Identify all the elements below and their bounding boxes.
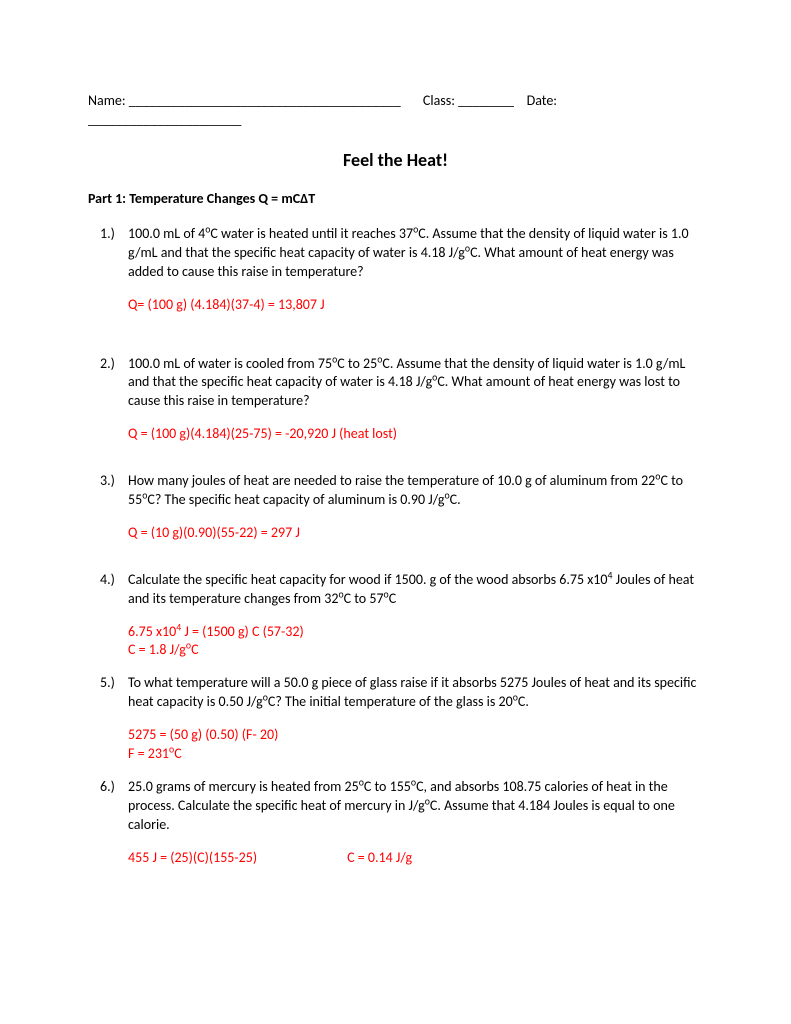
answer-line: Q= (100 g) (4.184)(37-4) = 13,807 J [128, 296, 703, 315]
answer-line: 5275 = (50 g) (0.50) (F- 20) [128, 726, 703, 745]
problem-number: 3.) [100, 472, 115, 491]
problems-list: 1.) 100.0 mL of 4oC water is heated unti… [88, 225, 703, 867]
answer-text: 455 J = (25)(C)(155-25)C = 0.14 J/g [128, 849, 703, 868]
header-line: Name: __________________________________… [88, 92, 703, 130]
problem-number: 6.) [100, 778, 115, 797]
name-field-label: Name: __________________________________… [88, 92, 401, 109]
question-text: To what temperature will a 50.0 g piece … [128, 674, 703, 712]
answer-line: 455 J = (25)(C)(155-25)C = 0.14 J/g [128, 849, 703, 868]
question-text: Calculate the specific heat capacity for… [128, 571, 703, 609]
worksheet-page: Name: __________________________________… [0, 0, 791, 1024]
question-text: 100.0 mL of water is cooled from 75oC to… [128, 355, 703, 412]
answer-line: Q = (10 g)(0.90)(55-22) = 297 J [128, 524, 703, 543]
problem-2: 2.) 100.0 mL of water is cooled from 75o… [128, 355, 703, 445]
problem-number: 4.) [100, 571, 115, 590]
problem-3: 3.) How many joules of heat are needed t… [128, 472, 703, 543]
page-title: Feel the Heat! [88, 148, 703, 172]
problem-6: 6.) 25.0 grams of mercury is heated from… [128, 778, 703, 868]
problem-number: 1.) [100, 225, 115, 244]
problem-4: 4.) Calculate the specific heat capacity… [128, 571, 703, 661]
answer-line: 6.75 x104 J = (1500 g) C (57-32) [128, 623, 703, 642]
answer-text: 6.75 x104 J = (1500 g) C (57-32) C = 1.8… [128, 623, 703, 661]
question-text: 25.0 grams of mercury is heated from 25o… [128, 778, 703, 835]
problem-5: 5.) To what temperature will a 50.0 g pi… [128, 674, 703, 764]
answer-line: F = 231oC [128, 745, 703, 764]
answer-text: 5275 = (50 g) (0.50) (F- 20) F = 231oC [128, 726, 703, 764]
answer-text: Q = (100 g)(4.184)(25-75) = -20,920 J (h… [128, 425, 703, 444]
answer-line: Q = (100 g)(4.184)(25-75) = -20,920 J (h… [128, 425, 703, 444]
question-text: 100.0 mL of 4oC water is heated until it… [128, 225, 703, 282]
question-text: How many joules of heat are needed to ra… [128, 472, 703, 510]
problem-number: 5.) [100, 674, 115, 693]
problem-1: 1.) 100.0 mL of 4oC water is heated unti… [128, 225, 703, 315]
class-field-label: Class: ________ [423, 92, 514, 109]
answer-line: C = 1.8 J/goC [128, 641, 703, 660]
answer-text: Q= (100 g) (4.184)(37-4) = 13,807 J [128, 296, 703, 315]
problem-number: 2.) [100, 355, 115, 374]
part-title: Part 1: Temperature Changes Q = mCΔT [88, 190, 703, 209]
answer-text: Q = (10 g)(0.90)(55-22) = 297 J [128, 524, 703, 543]
